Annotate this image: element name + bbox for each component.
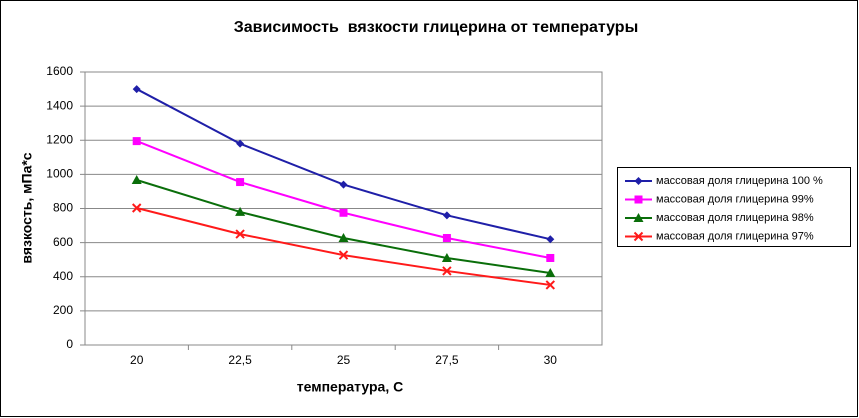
data-point <box>545 280 556 290</box>
data-point <box>441 252 452 262</box>
legend-label: массовая доля глицерина 97% <box>656 230 814 242</box>
data-point <box>442 211 451 220</box>
data-point <box>131 203 142 213</box>
data-point <box>235 229 245 239</box>
y-axis-title: вязкость, мПа*с <box>19 152 35 263</box>
data-point <box>132 85 141 94</box>
data-point <box>236 178 245 187</box>
legend-marker <box>633 213 644 222</box>
data-point <box>442 266 452 276</box>
legend-marker <box>633 231 644 242</box>
legend-box <box>617 167 851 247</box>
legend-label: массовая доля глицерина 100 % <box>656 175 823 187</box>
y-tick-label: 1000 <box>46 167 73 181</box>
x-tick-label: 30 <box>544 353 558 367</box>
legend-marker <box>634 177 643 185</box>
y-tick-label: 200 <box>53 303 73 317</box>
x-tick-label: 20 <box>130 353 144 367</box>
data-point <box>545 267 556 277</box>
data-point <box>338 250 349 260</box>
data-point <box>338 233 349 243</box>
legend-label: массовая доля глицерина 98% <box>656 212 814 224</box>
x-tick-label: 25 <box>337 353 351 367</box>
data-point <box>546 235 555 244</box>
y-tick-label: 1200 <box>46 132 73 146</box>
x-tick-label: 27,5 <box>435 353 459 367</box>
legend-label: массовая доля глицерина 99% <box>656 193 814 205</box>
y-tick-label: 800 <box>53 201 73 215</box>
x-tick-label: 22,5 <box>228 353 252 367</box>
legend-marker <box>634 195 643 204</box>
data-point <box>339 180 348 189</box>
data-point <box>235 206 246 216</box>
data-point <box>442 234 451 243</box>
y-tick-label: 600 <box>53 235 73 249</box>
y-tick-label: 1600 <box>46 64 73 78</box>
data-point <box>132 137 141 146</box>
data-point <box>339 208 348 217</box>
chart-title: Зависимость вязкости глицерина от темпер… <box>234 19 639 36</box>
y-tick-label: 1400 <box>46 98 73 112</box>
data-point <box>236 139 245 148</box>
data-point <box>131 175 142 185</box>
x-axis-title: температура, С <box>297 379 403 395</box>
y-tick-label: 0 <box>66 337 73 351</box>
y-tick-label: 400 <box>53 269 73 283</box>
data-point <box>546 253 555 262</box>
